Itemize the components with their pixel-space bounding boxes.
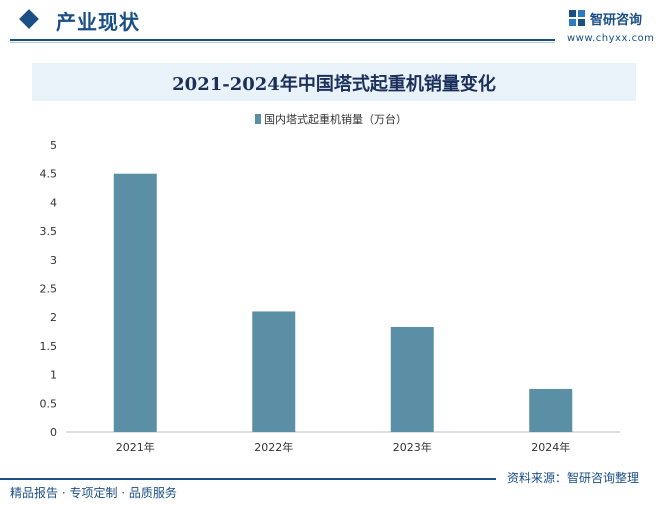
bars	[113, 173, 573, 432]
y-tick-label: 0.5	[40, 397, 58, 410]
chart-title: 2021-2024年中国塔式起重机销量变化	[172, 74, 496, 95]
source-note: 资料来源：智研咨询整理	[507, 471, 640, 485]
section-title: 产业现状	[56, 10, 140, 34]
brand-logo-icon	[569, 10, 585, 26]
x-tick-label: 2023年	[393, 440, 432, 454]
y-tick-label: 3.5	[40, 225, 58, 238]
footer-tagline: 精品报告 · 专项定制 · 品质服务	[10, 486, 177, 500]
brand-name: 智研咨询	[590, 13, 643, 28]
y-tick-label: 1.5	[40, 340, 58, 353]
y-tick-label: 4.5	[40, 168, 58, 181]
header-divider	[10, 39, 555, 41]
y-axis-ticks: 0 0.5 1 1.5 2 2.5 3 3.5 4 4.5 5	[40, 139, 58, 439]
bar	[390, 326, 434, 432]
legend-swatch	[255, 114, 261, 124]
x-tick-label: 2022年	[254, 440, 293, 454]
brand-url: www.chyxx.com	[567, 33, 655, 44]
y-tick-label: 1	[50, 369, 57, 382]
bar	[113, 173, 157, 432]
bar	[529, 388, 573, 432]
header-divider-thin	[10, 42, 555, 43]
y-tick-label: 2	[50, 311, 57, 324]
y-tick-label: 2.5	[40, 283, 58, 296]
footer-divider	[0, 478, 496, 480]
chart-title-band: 2021-2024年中国塔式起重机销量变化	[32, 63, 636, 101]
header: 产业现状 智研咨询 www.chyxx.com	[0, 0, 668, 48]
x-tick-label: 2021年	[116, 440, 155, 454]
y-tick-label: 0	[50, 426, 57, 439]
chart-legend: 国内塔式起重机销量（万台）	[255, 112, 407, 126]
y-tick-label: 5	[50, 139, 57, 152]
bar	[252, 311, 296, 432]
x-axis-ticks: 2021年 2022年 2023年 2024年	[116, 440, 571, 454]
x-tick-label: 2024年	[531, 440, 570, 454]
legend-label: 国内塔式起重机销量（万台）	[264, 112, 407, 126]
y-tick-label: 3	[50, 254, 57, 267]
y-tick-label: 4	[50, 196, 57, 209]
